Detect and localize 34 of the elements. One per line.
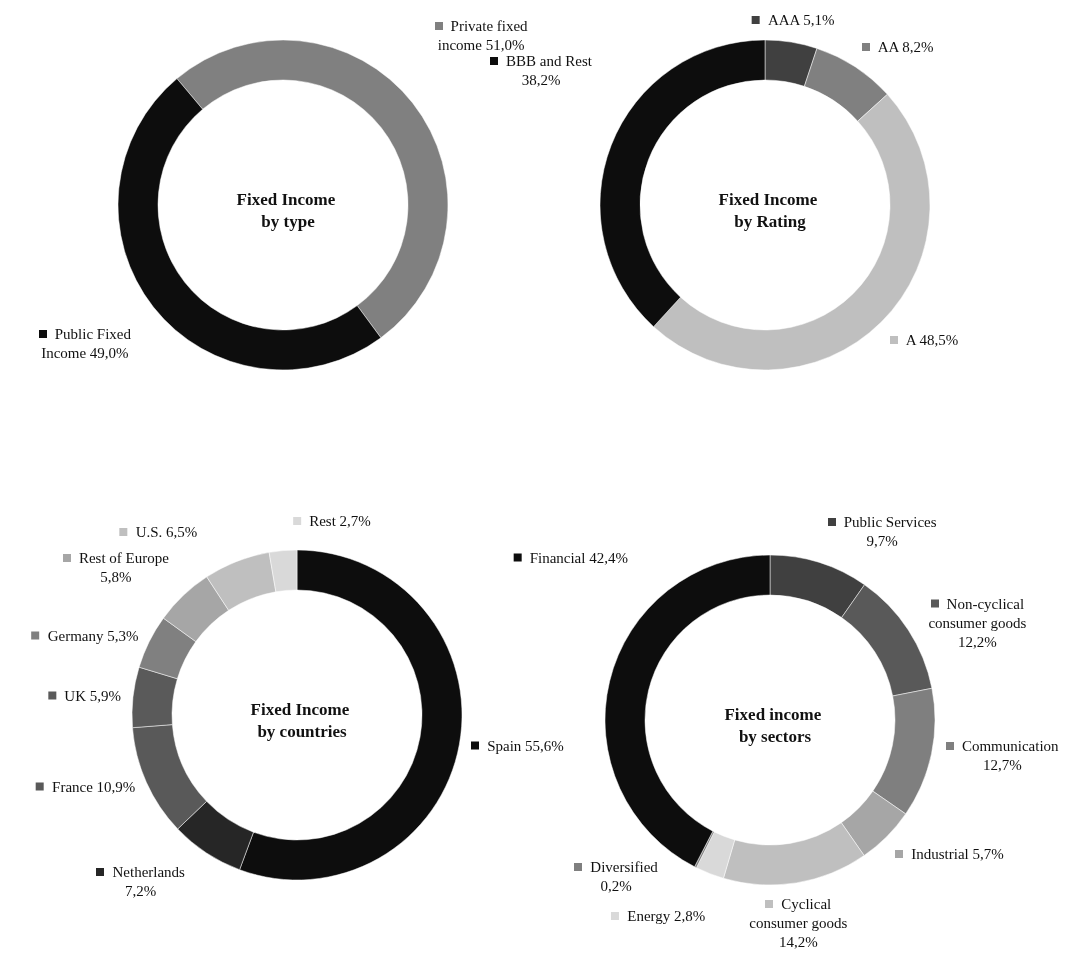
text: Fixed income by sectors xyxy=(724,704,826,746)
legend-label: Public Fixed Income 49,0% xyxy=(40,325,132,364)
legend-label: UK 5,9% xyxy=(63,686,122,706)
data-label: 9,7% xyxy=(866,533,898,550)
legend-label: Diversified xyxy=(590,858,658,875)
text: Fixed Income by Rating xyxy=(718,189,822,231)
data-label: 12,7% xyxy=(982,757,1022,774)
legend-label: Netherlands xyxy=(112,863,185,880)
legend-label: U.S. 6,5% xyxy=(134,523,198,543)
legend-label: Rest 2,7% xyxy=(308,511,371,531)
data-label: 14,2% xyxy=(778,933,818,950)
legend-label: Germany 5,3% xyxy=(46,626,139,646)
data-label: 7,2% xyxy=(125,882,157,899)
legend-label: A 48,5% xyxy=(904,330,959,350)
legend-label: Rest of Europe xyxy=(78,549,169,566)
legend-label: Energy 2,8% xyxy=(626,906,706,926)
text: Fixed Income by type xyxy=(236,189,340,231)
legend-label: Non-cyclical consumer goods xyxy=(928,595,1027,631)
legend-label: Spain 55,6% xyxy=(486,736,564,756)
data-label: 12,2% xyxy=(957,633,997,650)
legend-label: Industrial 5,7% xyxy=(910,845,1004,865)
legend-label: Communication xyxy=(961,738,1059,755)
legend-label: Cyclical consumer goods xyxy=(749,895,848,931)
legend-label: Private fixed income 51,0% xyxy=(436,16,529,55)
legend-label: Financial 42,4% xyxy=(528,548,628,568)
text: Fixed Income by countries xyxy=(250,699,354,741)
legend-label: BBB and Rest xyxy=(506,52,592,69)
data-label: 38,2% xyxy=(521,71,561,88)
legend-label: France 10,9% xyxy=(51,777,136,797)
legend-label: Public Services xyxy=(843,514,937,531)
data-label: 0,2% xyxy=(600,877,632,894)
data-label: 5,8% xyxy=(100,568,132,585)
legend-label: AAA 5,1% xyxy=(766,11,835,31)
legend-label: AA 8,2% xyxy=(876,37,934,57)
